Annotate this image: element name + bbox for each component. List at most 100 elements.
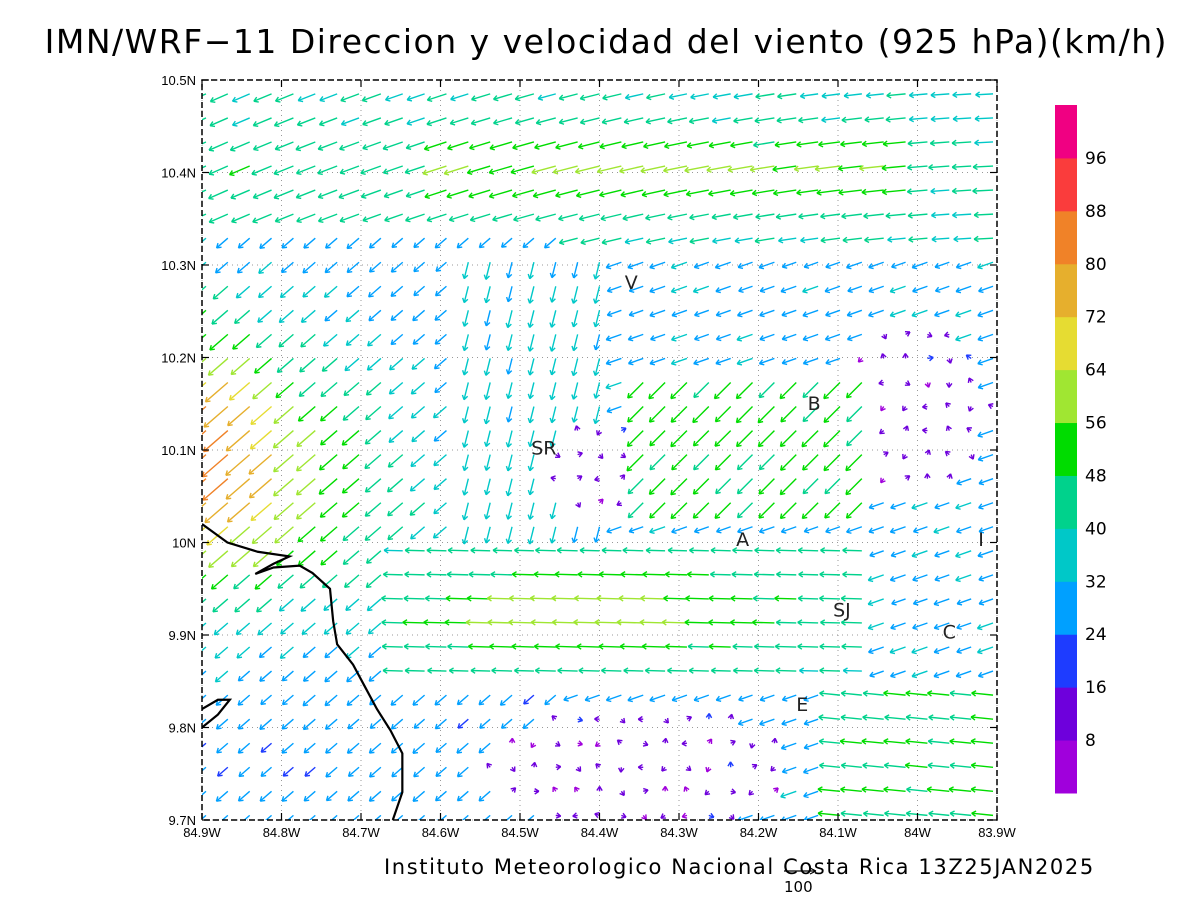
colorbar-swatch <box>1055 264 1077 317</box>
wind-arrow <box>188 334 206 349</box>
wind-arrow <box>303 286 315 297</box>
wind-arrow <box>620 644 643 649</box>
wind-arrow <box>693 407 709 423</box>
wind-arrow <box>238 695 250 705</box>
wind-arrow <box>882 165 906 170</box>
wind-arrow <box>361 166 381 174</box>
wind-arrow <box>297 455 316 471</box>
wind-arrow <box>384 190 403 198</box>
wind-arrow <box>956 262 971 268</box>
wind-arrow <box>254 94 272 102</box>
wind-arrow <box>759 382 774 397</box>
wind-arrow <box>621 453 626 458</box>
wind-arrow <box>238 719 249 729</box>
wind-arrow <box>231 190 250 199</box>
wind-arrow <box>825 334 840 340</box>
wind-arrow <box>971 739 993 744</box>
wind-arrow <box>978 310 993 316</box>
wind-arrow <box>928 763 949 768</box>
wind-arrow <box>578 741 583 746</box>
wind-arrow <box>752 190 774 196</box>
wind-arrow <box>597 596 622 601</box>
wind-arrow <box>237 647 250 658</box>
wind-arrow <box>202 455 227 477</box>
wind-arrow <box>528 262 534 279</box>
wind-arrow <box>803 455 818 470</box>
wind-arrow <box>384 548 403 553</box>
wind-arrow <box>283 767 293 776</box>
wind-arrow <box>957 599 971 605</box>
wind-arrow <box>324 334 338 346</box>
wind-arrow <box>650 310 665 316</box>
wind-arrow <box>365 455 381 469</box>
wind-arrow <box>883 141 905 146</box>
x-tick-label: 84.4W <box>581 825 619 840</box>
colorbar-swatch <box>1055 634 1077 687</box>
wind-arrow <box>251 503 271 521</box>
wind-arrow <box>643 741 648 746</box>
wind-arrow <box>218 767 228 776</box>
wind-arrow <box>386 94 403 101</box>
wind-arrow <box>672 695 687 701</box>
wind-arrow <box>226 431 249 451</box>
place-label: I <box>978 529 984 551</box>
wind-arrow <box>470 214 490 221</box>
wind-arrow <box>972 811 993 816</box>
wind-arrow <box>728 762 733 767</box>
wind-arrow <box>298 551 315 566</box>
wind-arrow <box>303 719 315 729</box>
wind-arrow <box>253 382 272 398</box>
wind-arrow <box>802 431 818 447</box>
wind-arrow <box>348 791 359 801</box>
wind-arrow <box>603 94 622 100</box>
wind-arrow <box>650 358 665 364</box>
wind-arrow <box>649 479 665 495</box>
wind-arrow <box>825 479 840 494</box>
wind-arrow <box>274 166 293 175</box>
wind-arrow <box>931 116 949 121</box>
wind-arrow <box>730 740 735 745</box>
wind-arrow <box>389 431 403 443</box>
wind-arrow <box>282 743 293 753</box>
wind-arrow <box>485 479 491 495</box>
wind-arrow <box>361 190 380 198</box>
wind-arrow <box>935 551 950 557</box>
wind-arrow <box>259 286 272 297</box>
wind-arrow <box>931 188 950 193</box>
wind-arrow <box>799 572 818 577</box>
wind-arrow <box>606 358 621 364</box>
wind-arrow <box>300 575 315 588</box>
wind-arrow <box>664 166 687 173</box>
wind-arrow <box>641 596 666 601</box>
wind-arrow <box>775 596 797 601</box>
wind-arrow <box>545 695 556 704</box>
wind-arrow <box>650 527 665 534</box>
wind-arrow <box>733 214 752 219</box>
wind-arrow <box>413 695 425 705</box>
wind-arrow <box>862 739 884 744</box>
wind-arrow <box>621 428 626 433</box>
wind-arrow <box>690 238 709 243</box>
wind-arrow <box>216 791 227 801</box>
wind-arrow <box>642 190 665 197</box>
wind-arrow <box>326 238 337 248</box>
wind-arrow <box>844 93 862 98</box>
wind-arrow <box>382 620 403 625</box>
wind-arrow <box>716 479 731 494</box>
wind-arrow <box>531 620 556 625</box>
place-label: SJ <box>833 600 851 622</box>
wind-arrow <box>299 407 316 422</box>
wind-arrow <box>369 286 381 297</box>
wind-arrow <box>890 575 905 581</box>
wind-arrow <box>843 237 862 242</box>
wind-arrow <box>843 668 862 673</box>
wind-arrow <box>555 741 560 746</box>
wind-arrow <box>186 551 206 568</box>
wind-arrow <box>665 142 687 148</box>
wind-arrow <box>905 476 910 481</box>
wind-arrow <box>489 190 512 198</box>
wind-arrow <box>406 190 424 197</box>
wind-arrow <box>594 527 599 543</box>
wind-arrow <box>472 94 491 101</box>
wind-arrow <box>621 190 643 197</box>
